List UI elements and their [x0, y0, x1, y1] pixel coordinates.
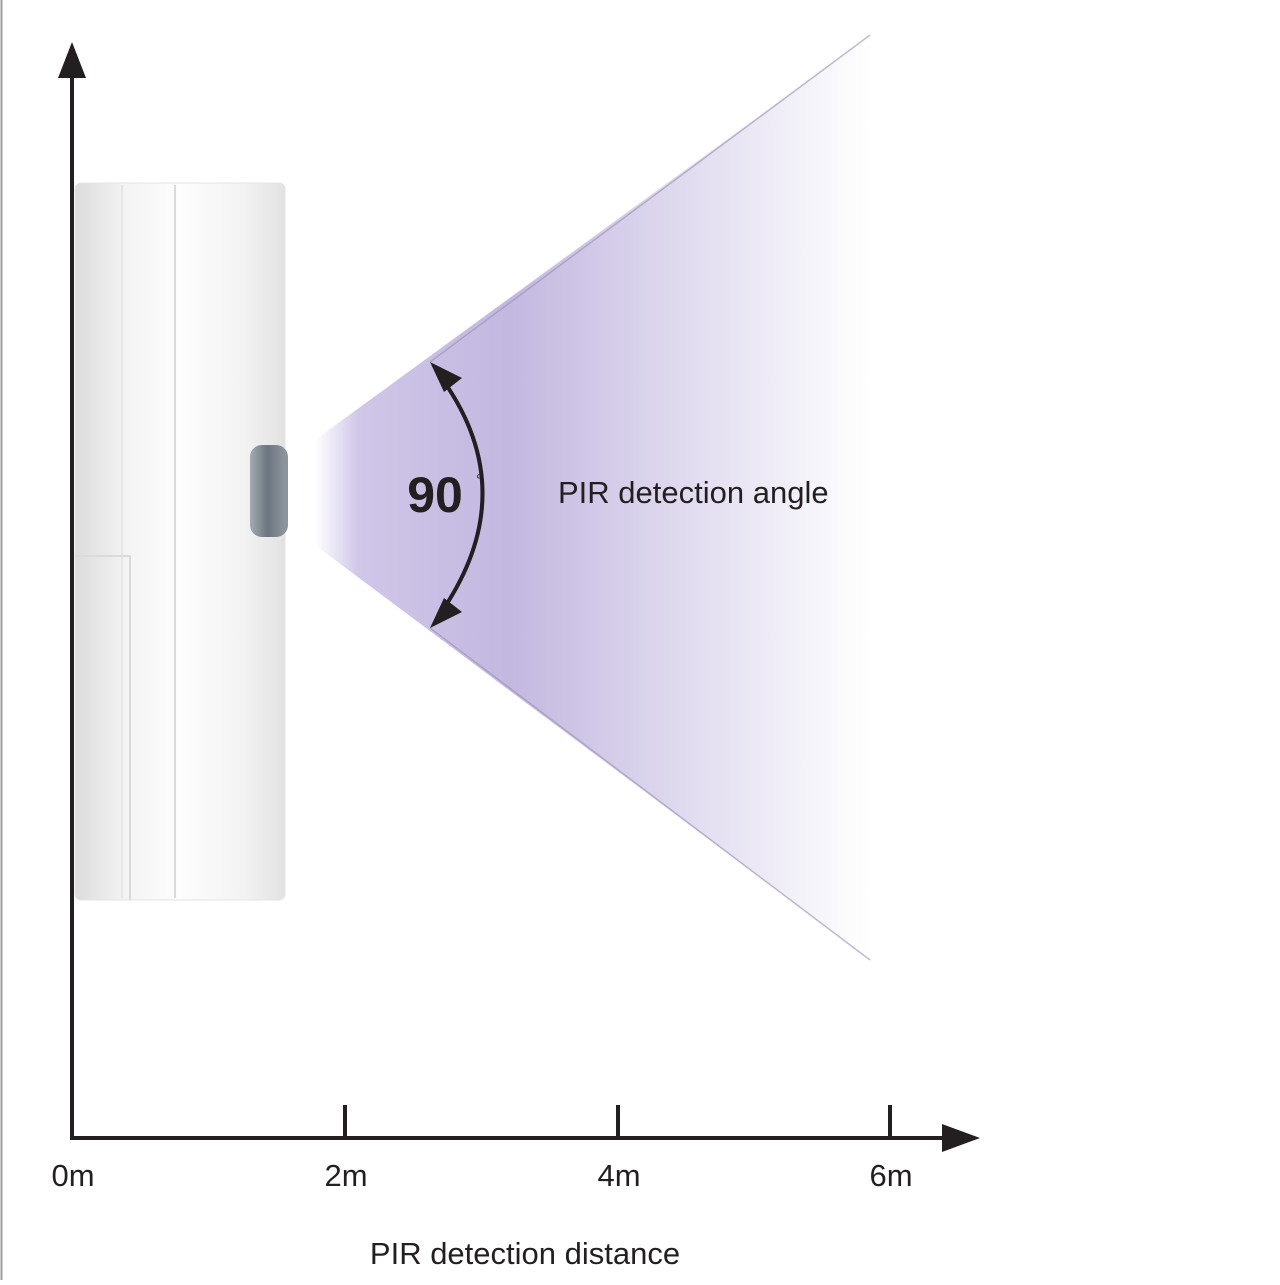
detection-cone [315, 35, 870, 960]
sensor-seam [75, 555, 131, 900]
angle-value: 90 [407, 467, 463, 523]
sensor-body [74, 182, 286, 901]
axis-label: PIR detection distance [370, 1236, 680, 1271]
arc-arrowhead [430, 598, 462, 628]
tick-label: 4m [597, 1158, 640, 1193]
angle-arc [438, 374, 485, 616]
sensor-window [250, 445, 288, 537]
arc-arrowhead [430, 362, 462, 392]
angle-label: PIR detection angle [558, 475, 829, 510]
tick-label: 6m [869, 1158, 912, 1193]
x-axis-arrow [942, 1124, 980, 1152]
y-axis-arrow [58, 42, 86, 78]
tick-label: 0m [51, 1158, 94, 1193]
tick-label: 2m [324, 1158, 367, 1193]
cone-edge [429, 627, 871, 961]
cone-edge [429, 34, 871, 363]
angle-unit: ° [476, 472, 482, 489]
